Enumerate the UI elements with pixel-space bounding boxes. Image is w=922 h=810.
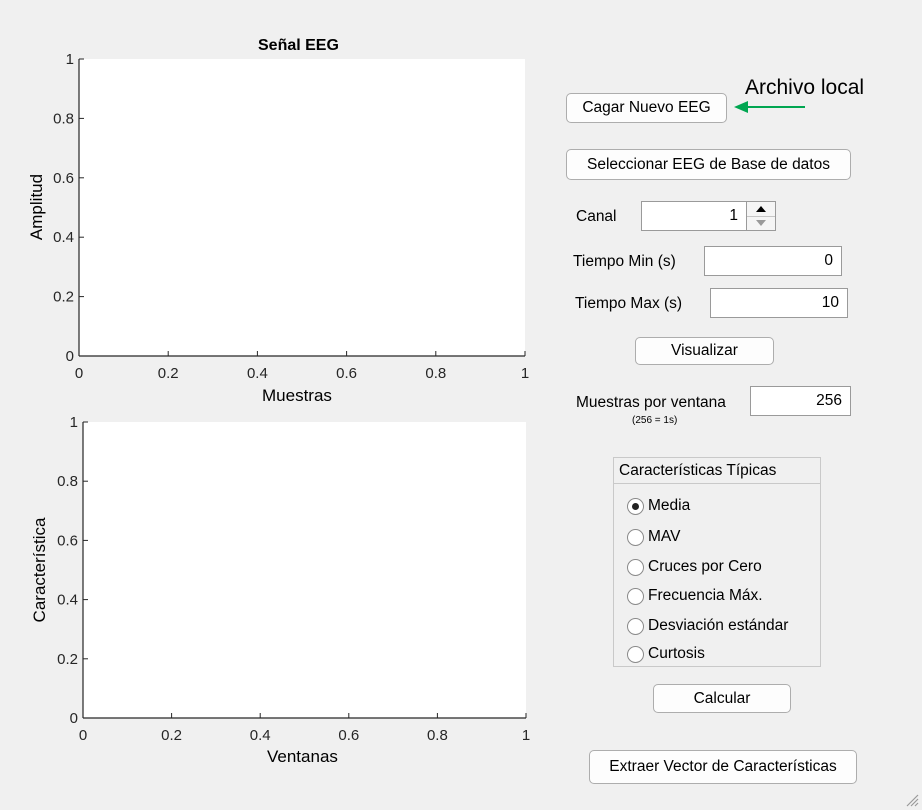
feature-option-label: Frecuencia Máx. xyxy=(648,587,763,604)
feature-option-label: MAV xyxy=(648,528,681,545)
y-tick-label: 1 xyxy=(70,414,78,431)
x-tick-label: 0.8 xyxy=(427,727,448,744)
tmin-label: Tiempo Min (s) xyxy=(573,253,676,270)
plot1-ylabel: Amplitud xyxy=(27,173,46,241)
annotation-arrow xyxy=(734,101,805,113)
y-tick-label: 0.6 xyxy=(53,170,74,187)
caret-up-icon xyxy=(756,206,766,212)
calculate-button[interactable]: Calcular xyxy=(653,684,791,713)
plot2-ylabel: Característica xyxy=(30,517,49,623)
load-eeg-button[interactable]: Cagar Nuevo EEG xyxy=(566,93,727,123)
y-tick-label: 0 xyxy=(66,348,74,365)
radio-unselected-icon[interactable] xyxy=(627,558,644,576)
x-tick-label: 0.2 xyxy=(158,365,179,382)
features-panel: Características Típicas Media MAV Cruces p… xyxy=(613,457,821,667)
x-tick-label: 0 xyxy=(75,365,83,382)
y-tick-label: 0 xyxy=(70,710,78,727)
radio-unselected-icon[interactable] xyxy=(627,617,644,635)
radio-selected-icon[interactable] xyxy=(627,497,644,515)
y-tick-label: 0.2 xyxy=(57,651,78,668)
canal-label: Canal xyxy=(576,208,617,225)
canal-spinner[interactable] xyxy=(746,201,776,231)
window-hint: (256 = 1s) xyxy=(632,415,678,426)
spinner-down-icon[interactable] xyxy=(747,216,775,230)
feature-option[interactable]: Desviación estándar xyxy=(627,615,788,637)
y-tick-label: 0.8 xyxy=(57,473,78,490)
features-axes[interactable]: 0 0.2 0.4 0.6 0.8 1 0 0.2 0.4 0.6 0.8 1 xyxy=(57,414,530,744)
feature-option-label: Cruces por Cero xyxy=(648,558,762,575)
plot1-title: Señal EEG xyxy=(258,37,339,54)
features-panel-title: Características Típicas xyxy=(614,458,820,484)
y-tick-label: 0.4 xyxy=(53,229,74,246)
x-tick-label: 0.8 xyxy=(425,365,446,382)
y-tick-label: 0.8 xyxy=(53,110,74,127)
window-label: Muestras por ventana xyxy=(576,394,726,411)
radio-unselected-icon[interactable] xyxy=(627,528,644,546)
feature-option[interactable]: Frecuencia Máx. xyxy=(627,585,763,607)
select-db-eeg-button[interactable]: Seleccionar EEG de Base de datos xyxy=(566,149,851,180)
tmax-label: Tiempo Max (s) xyxy=(575,295,683,312)
eeg-signal-axes[interactable]: 0 0.2 0.4 0.6 0.8 1 0 0.2 0.4 0.6 0.8 1 xyxy=(53,51,529,382)
x-tick-label: 0.4 xyxy=(247,365,268,382)
tmax-field[interactable]: 10 xyxy=(710,288,848,318)
resize-grip-icon[interactable] xyxy=(903,791,919,807)
feature-option-label: Media xyxy=(648,497,691,514)
x-tick-label: 0.6 xyxy=(338,727,359,744)
plot1-xlabel: Muestras xyxy=(262,386,332,405)
extract-features-button[interactable]: Extraer Vector de Características xyxy=(589,750,857,784)
y-tick-label: 0.4 xyxy=(57,592,78,609)
feature-option[interactable]: Media xyxy=(627,495,690,517)
x-tick-label: 0.4 xyxy=(250,727,271,744)
tmin-field[interactable]: 0 xyxy=(704,246,842,276)
spinner-up-icon[interactable] xyxy=(747,202,775,217)
plot-area xyxy=(79,59,525,356)
feature-option[interactable]: MAV xyxy=(627,526,680,548)
y-tick-label: 1 xyxy=(66,51,74,68)
x-tick-label: 0.6 xyxy=(336,365,357,382)
feature-option[interactable]: Cruces por Cero xyxy=(627,556,762,578)
x-tick-label: 0.2 xyxy=(161,727,182,744)
visualize-button[interactable]: Visualizar xyxy=(635,337,774,365)
feature-option[interactable]: Curtosis xyxy=(627,643,705,665)
canal-field[interactable]: 1 xyxy=(641,201,747,231)
caret-down-icon xyxy=(756,220,766,226)
x-tick-label: 0 xyxy=(79,727,87,744)
x-tick-label: 1 xyxy=(521,365,529,382)
y-tick-label: 0.2 xyxy=(53,289,74,306)
y-tick-label: 0.6 xyxy=(57,532,78,549)
window-size-field[interactable]: 256 xyxy=(750,386,851,416)
radio-unselected-icon[interactable] xyxy=(627,645,644,663)
feature-option-label: Desviación estándar xyxy=(648,617,789,634)
feature-option-label: Curtosis xyxy=(648,645,705,662)
radio-unselected-icon[interactable] xyxy=(627,587,644,605)
plot2-xlabel: Ventanas xyxy=(267,747,338,766)
x-tick-label: 1 xyxy=(522,727,530,744)
annotation-text: Archivo local xyxy=(745,76,865,99)
plot-area xyxy=(83,422,526,718)
